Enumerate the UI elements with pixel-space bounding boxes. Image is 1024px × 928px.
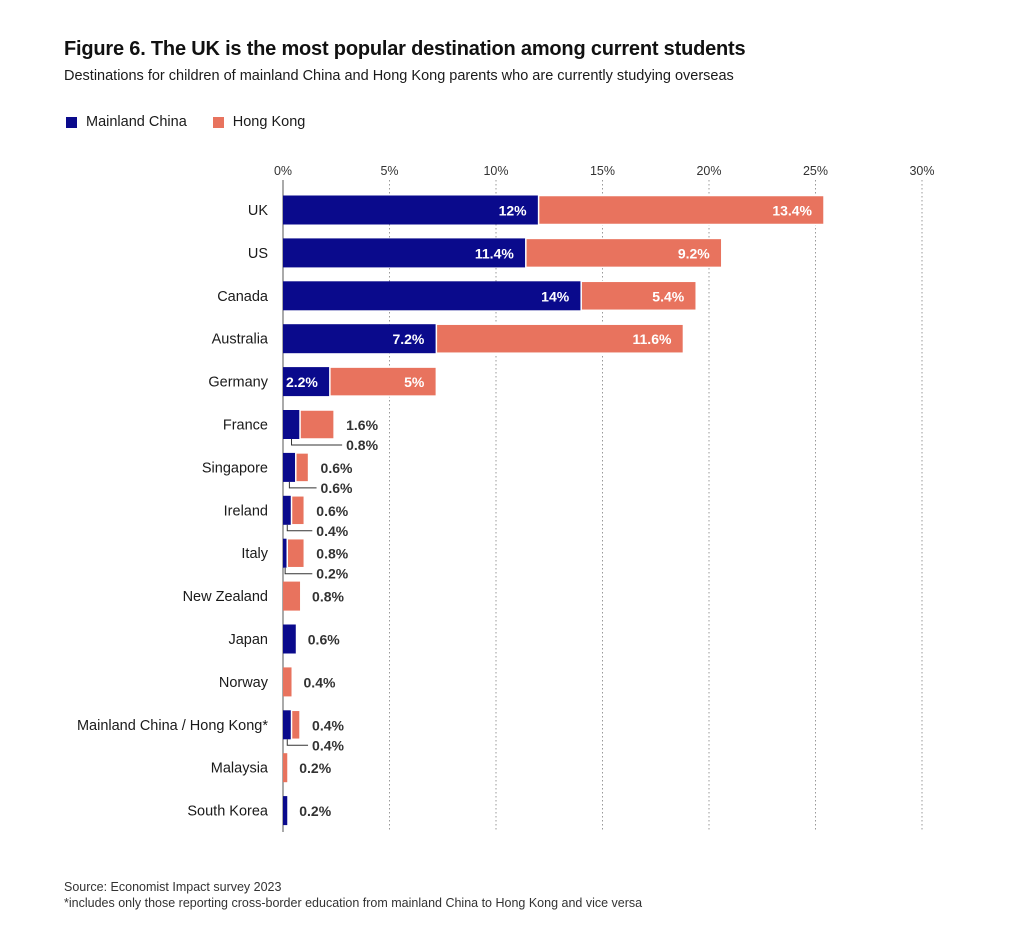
bar-mainland-china [283, 710, 292, 740]
category-label: Australia [212, 332, 269, 348]
bar-mainland-china [283, 367, 330, 397]
data-label-mainland-china: 0.2% [316, 566, 348, 582]
legend-label-mainland-china: Mainland China [86, 114, 187, 130]
category-label: Germany [208, 375, 268, 391]
bar-mainland-china [283, 281, 582, 311]
x-tick-label: 30% [909, 164, 934, 178]
data-label-mainland-china: 11.4% [475, 245, 514, 261]
legend-swatch-mainland-china [66, 116, 77, 128]
legend-label-hong-kong: Hong Kong [232, 114, 306, 130]
bar-hong-kong [295, 452, 310, 483]
bar-hong-kong [283, 753, 288, 783]
data-label-hong-kong: 0.8% [312, 589, 344, 605]
data-label-hong-kong: 11.6% [633, 331, 672, 347]
bar-mainland-china [283, 495, 292, 525]
data-label-hong-kong: 0.4% [312, 717, 344, 733]
bar-hong-kong [299, 409, 335, 440]
bar-hong-kong [290, 709, 301, 741]
source-note: Source: Economist Impact survey 2023 [64, 880, 282, 894]
bar-hong-kong [435, 323, 685, 354]
bar-hong-kong [286, 537, 306, 569]
data-label-mainland-china: 0.4% [312, 737, 344, 753]
bar-hong-kong [283, 667, 292, 697]
data-label-hong-kong: 0.6% [321, 460, 353, 476]
legend-swatch-hong-kong [212, 116, 224, 128]
leader-line [291, 439, 343, 446]
bar-mainland-china [283, 410, 301, 439]
category-label: US [248, 246, 268, 262]
category-label: Italy [241, 546, 268, 562]
data-label-mainland-china: 0.4% [316, 523, 348, 539]
chart-legend: Mainland China Hong Kong [66, 114, 331, 130]
bar-mainland-china [283, 324, 437, 354]
x-tick-label: 20% [696, 164, 721, 178]
footnote: *includes only those reporting cross-bor… [64, 896, 643, 910]
data-label-mainland-china: 12% [499, 203, 528, 219]
category-label: France [223, 418, 268, 434]
category-label: Mainland China / Hong Kong* [77, 718, 268, 734]
category-label: Malaysia [211, 761, 269, 777]
data-label-hong-kong: 9.2% [678, 245, 710, 261]
data-label-hong-kong: 5% [404, 374, 425, 390]
bar-hong-kong [329, 366, 438, 397]
bar-mainland-china [283, 195, 539, 225]
leader-line [288, 481, 317, 489]
data-label-hong-kong: 5.4% [652, 288, 684, 304]
bar-hong-kong [283, 581, 301, 611]
leader-line [284, 567, 313, 575]
category-label: UK [248, 203, 268, 219]
bar-mainland-china [283, 538, 288, 568]
data-label-hong-kong: 0.8% [316, 546, 348, 562]
category-label: Canada [217, 289, 269, 305]
legend-item-hong-kong: Hong Kong [212, 114, 306, 130]
bar-hong-kong [525, 237, 723, 269]
bar-mainland-china [283, 796, 288, 826]
bar-mainland-china [283, 452, 296, 482]
data-label-mainland-china: 7.2% [392, 331, 424, 347]
x-tick-label: 25% [803, 164, 828, 178]
data-label-mainland-china: 0.2% [299, 803, 331, 819]
x-tick-label: 10% [483, 164, 508, 178]
chart-title: Figure 6. The UK is the most popular des… [64, 38, 746, 60]
chart-subtitle: Destinations for children of mainland Ch… [64, 68, 734, 84]
data-label-mainland-china: 0.6% [308, 632, 340, 648]
category-label: Norway [219, 675, 269, 691]
bar-hong-kong [290, 495, 306, 526]
x-tick-label: 0% [274, 164, 292, 178]
leader-line [286, 739, 309, 746]
bar-hong-kong [580, 280, 697, 312]
bar-mainland-china [283, 238, 526, 268]
data-label-hong-kong: 0.2% [299, 760, 331, 776]
x-tick-label: 15% [590, 164, 615, 178]
data-label-mainland-china: 2.2% [286, 374, 318, 390]
data-label-mainland-china: 0.8% [346, 437, 378, 453]
category-label: Singapore [202, 460, 268, 476]
data-label-mainland-china: 0.6% [321, 480, 353, 496]
category-label: Japan [228, 632, 268, 648]
category-label: New Zealand [183, 589, 268, 605]
category-label: Ireland [224, 503, 268, 519]
data-label-hong-kong: 13.4% [772, 203, 812, 219]
data-label-hong-kong: 0.4% [304, 674, 336, 690]
data-label-mainland-china: 14% [541, 288, 570, 304]
legend-item-mainland-china: Mainland China [66, 114, 187, 130]
data-label-hong-kong: 1.6% [346, 417, 378, 433]
data-label-hong-kong: 0.6% [316, 503, 348, 519]
leader-line [286, 524, 313, 532]
category-label: South Korea [187, 804, 269, 820]
x-tick-label: 5% [380, 164, 398, 178]
bar-hong-kong [537, 194, 825, 226]
bar-mainland-china [283, 624, 296, 654]
